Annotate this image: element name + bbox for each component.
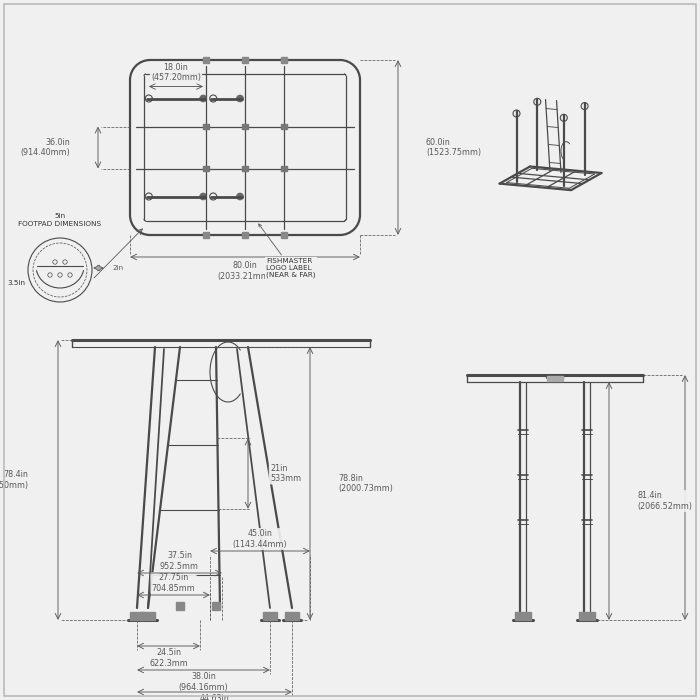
Text: 78.4in
(1992.50mm): 78.4in (1992.50mm) <box>0 470 28 490</box>
Text: 3.5in: 3.5in <box>7 280 25 286</box>
Text: 37.5in
952.5mm: 37.5in 952.5mm <box>160 552 199 570</box>
Text: 18.0in
(457.20mm): 18.0in (457.20mm) <box>151 63 201 82</box>
Text: 60.0in
(1523.75mm): 60.0in (1523.75mm) <box>426 138 481 158</box>
Bar <box>203 57 209 63</box>
Circle shape <box>237 193 244 200</box>
Text: 27.75in
704.85mm: 27.75in 704.85mm <box>152 573 195 593</box>
Text: FISHMASTER
LOGO LABEL
(NEAR & FAR): FISHMASTER LOGO LABEL (NEAR & FAR) <box>259 224 316 279</box>
Bar <box>203 124 209 129</box>
Text: 38.0in
(964.16mm): 38.0in (964.16mm) <box>178 672 228 692</box>
Bar <box>281 57 287 63</box>
Bar <box>281 166 287 171</box>
Text: 80.0in
(2033.21mm): 80.0in (2033.21mm) <box>218 261 272 281</box>
Text: 81.4in
(2066.52mm): 81.4in (2066.52mm) <box>637 491 692 511</box>
Bar <box>242 232 248 238</box>
Bar <box>263 612 277 620</box>
Circle shape <box>199 193 206 200</box>
Bar <box>242 124 248 129</box>
Circle shape <box>199 95 206 102</box>
Bar <box>285 612 299 620</box>
Text: 5in: 5in <box>55 213 66 219</box>
Bar <box>141 612 155 620</box>
Text: 36.0in
(914.40mm): 36.0in (914.40mm) <box>20 138 70 158</box>
Bar <box>203 166 209 171</box>
Text: 2in: 2in <box>112 265 123 271</box>
Bar <box>281 232 287 238</box>
Bar <box>515 612 531 620</box>
Text: 21in
533mm: 21in 533mm <box>270 464 301 483</box>
Text: 78.8in
(2000.73mm): 78.8in (2000.73mm) <box>338 474 393 494</box>
Bar <box>547 376 563 381</box>
Circle shape <box>237 95 244 102</box>
Bar <box>281 124 287 129</box>
Bar <box>579 612 595 620</box>
Bar <box>212 602 220 610</box>
Bar <box>130 612 144 620</box>
Text: FOOTPAD DIMENSIONS: FOOTPAD DIMENSIONS <box>18 221 102 227</box>
Bar <box>242 166 248 171</box>
Bar <box>242 57 248 63</box>
Text: 24.5in
622.3mm: 24.5in 622.3mm <box>149 648 188 668</box>
Text: 44.63in
1133.6mm: 44.63in 1133.6mm <box>193 694 237 700</box>
Bar <box>176 602 184 610</box>
Bar <box>203 232 209 238</box>
Text: 45.0in
(1143.44mm): 45.0in (1143.44mm) <box>232 529 287 549</box>
